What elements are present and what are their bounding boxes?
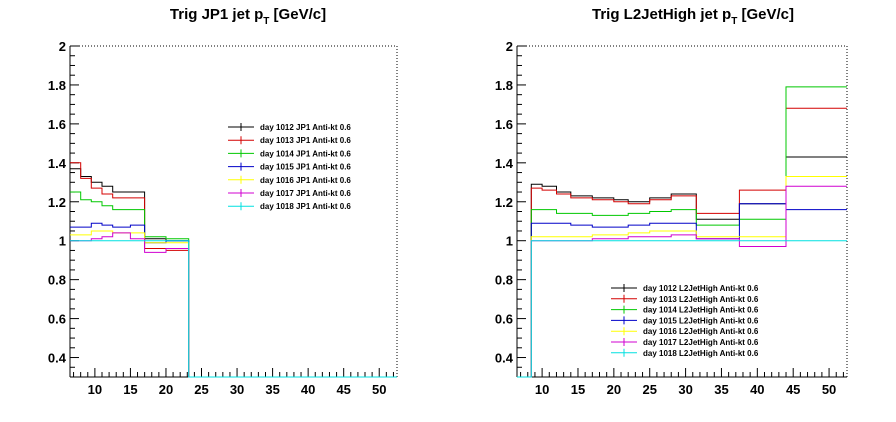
y-tick-label: 1: [59, 234, 66, 249]
legend-entry: day 1016 JP1 Anti-kt 0.6: [228, 175, 351, 185]
series-line-2: [517, 107, 847, 378]
y-tick-label: 0.6: [48, 312, 66, 327]
legend-label: day 1016 L2JetHigh Anti-kt 0.6: [643, 327, 759, 336]
legend-entry: day 1018 L2JetHigh Anti-kt 0.6: [611, 348, 759, 358]
x-tick-label: 35: [265, 382, 279, 397]
legend-label: day 1015 L2JetHigh Anti-kt 0.6: [643, 316, 759, 325]
legend-label: day 1013 JP1 Anti-kt 0.6: [260, 136, 351, 145]
x-tick-label: 30: [230, 382, 244, 397]
legend-entry: day 1015 JP1 Anti-kt 0.6: [228, 162, 351, 172]
legend-label: day 1018 JP1 Anti-kt 0.6: [260, 202, 351, 211]
legend-entry: day 1014 L2JetHigh Anti-kt 0.6: [611, 305, 759, 315]
x-tick-label: 50: [372, 382, 386, 397]
series-line-4: [70, 222, 397, 378]
legend-label: day 1015 JP1 Anti-kt 0.6: [260, 163, 351, 172]
series-line-7: [517, 240, 847, 378]
legend-entry: day 1012 L2JetHigh Anti-kt 0.6: [611, 284, 759, 293]
series-line-7: [70, 240, 397, 378]
y-tick-label: 0.4: [495, 351, 514, 366]
y-tick-label: 0.8: [495, 273, 513, 288]
y-tick-label: 0.8: [48, 273, 66, 288]
x-tick-label: 15: [571, 382, 585, 397]
legend-label: day 1014 JP1 Anti-kt 0.6: [260, 149, 351, 158]
x-tick-label: 40: [301, 382, 315, 397]
x-tick-label: 40: [750, 382, 764, 397]
x-tick-label: 45: [786, 382, 800, 397]
legend-entry: day 1013 L2JetHigh Anti-kt 0.6: [611, 294, 759, 304]
chart-title: Trig JP1 jet pT [GeV/c]: [170, 6, 326, 27]
legend-label: day 1018 L2JetHigh Anti-kt 0.6: [643, 349, 759, 358]
x-tick-label: 35: [714, 382, 728, 397]
x-tick-label: 20: [607, 382, 621, 397]
series-line-5: [517, 176, 847, 378]
x-tick-label: 10: [88, 382, 102, 397]
legend-entry: day 1014 JP1 Anti-kt 0.6: [228, 149, 351, 158]
legend-entry: day 1017 JP1 Anti-kt 0.6: [228, 189, 351, 198]
y-tick-label: 1.2: [495, 195, 513, 210]
x-tick-label: 45: [336, 382, 350, 397]
y-tick-label: 0.6: [495, 312, 513, 327]
chart-panel-2: Trig L2JetHigh jet pT [GeV/c] 0.4 0.6 0.8 1 1…: [495, 6, 848, 397]
x-tick-label: 25: [642, 382, 656, 397]
y-tick-label: 0.4: [48, 351, 67, 366]
series-line-4: [517, 203, 847, 378]
series-line-1: [70, 168, 397, 378]
chart-title: Trig L2JetHigh jet pT [GeV/c]: [592, 6, 794, 27]
x-tick-label: 25: [194, 382, 208, 397]
chart-panel-1: Trig JP1 jet pT [GeV/c] 0.4 0.6 0.8 1 1.2 1.4 1…: [48, 6, 398, 397]
y-tick-label: 1.4: [48, 156, 67, 171]
y-tick-label: 1.8: [495, 78, 513, 93]
series-line-2: [70, 162, 397, 378]
legend-label: day 1017 JP1 Anti-kt 0.6: [260, 189, 351, 198]
y-tick-label: 1.4: [495, 156, 514, 171]
legend-entry: day 1015 L2JetHigh Anti-kt 0.6: [611, 316, 759, 325]
legend-label: day 1017 L2JetHigh Anti-kt 0.6: [643, 338, 759, 347]
y-tick-label: 2: [59, 39, 66, 54]
legend-entry: day 1012 JP1 Anti-kt 0.6: [228, 123, 351, 132]
legend-label: day 1014 L2JetHigh Anti-kt 0.6: [643, 306, 759, 315]
y-tick-label: 1.8: [48, 78, 66, 93]
x-tick-label: 20: [159, 382, 173, 397]
series-line-1: [517, 156, 847, 378]
series-line-5: [70, 230, 397, 378]
x-tick-label: 50: [822, 382, 836, 397]
legend-entry: day 1013 JP1 Anti-kt 0.6: [228, 136, 351, 145]
legend-entry: day 1017 L2JetHigh Anti-kt 0.6: [611, 338, 759, 347]
legend-entry: day 1016 L2JetHigh Anti-kt 0.6: [611, 327, 759, 336]
y-tick-label: 2: [506, 39, 513, 54]
legend-label: day 1012 L2JetHigh Anti-kt 0.6: [643, 284, 759, 293]
y-tick-label: 1.2: [48, 195, 66, 210]
y-tick-label: 1.6: [48, 117, 66, 132]
legend-entry: day 1018 JP1 Anti-kt 0.6: [228, 202, 351, 211]
x-tick-label: 10: [535, 382, 549, 397]
y-tick-label: 1.6: [495, 117, 513, 132]
x-tick-label: 15: [123, 382, 137, 397]
legend-label: day 1013 L2JetHigh Anti-kt 0.6: [643, 295, 759, 304]
series-line-6: [70, 232, 397, 378]
y-tick-label: 1: [506, 234, 513, 249]
legend-label: day 1016 JP1 Anti-kt 0.6: [260, 176, 351, 185]
x-tick-label: 30: [678, 382, 692, 397]
series-line-3: [70, 191, 397, 378]
legend-label: day 1012 JP1 Anti-kt 0.6: [260, 123, 351, 132]
